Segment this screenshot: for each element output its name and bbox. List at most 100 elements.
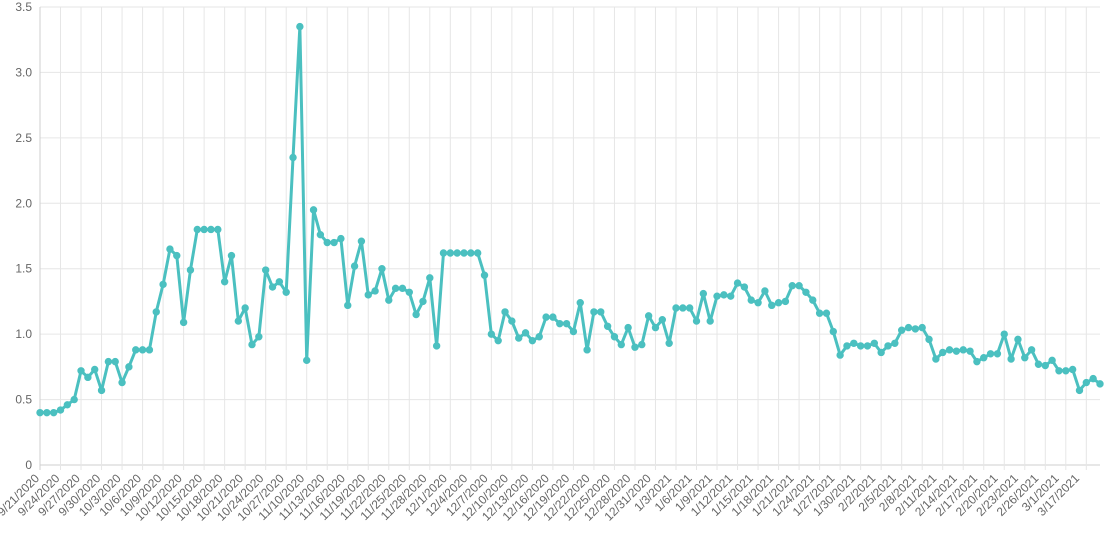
- data-point[interactable]: [959, 346, 967, 354]
- data-point[interactable]: [952, 347, 961, 355]
- data-point[interactable]: [152, 308, 160, 316]
- data-point[interactable]: [323, 238, 331, 247]
- data-point[interactable]: [1068, 365, 1077, 374]
- data-point[interactable]: [795, 282, 803, 290]
- data-point[interactable]: [1000, 330, 1008, 338]
- data-point[interactable]: [781, 297, 790, 306]
- data-point[interactable]: [590, 308, 598, 316]
- data-point[interactable]: [610, 333, 619, 341]
- data-point[interactable]: [863, 342, 872, 350]
- data-point[interactable]: [330, 238, 338, 247]
- data-point[interactable]: [159, 280, 167, 289]
- data-point[interactable]: [884, 342, 892, 350]
- data-point[interactable]: [1014, 335, 1022, 344]
- data-point[interactable]: [822, 309, 831, 317]
- data-point[interactable]: [644, 312, 653, 320]
- data-point[interactable]: [829, 327, 837, 336]
- data-point[interactable]: [432, 342, 441, 350]
- data-point[interactable]: [836, 351, 844, 359]
- data-point[interactable]: [118, 378, 126, 387]
- data-point[interactable]: [658, 316, 667, 324]
- data-point[interactable]: [986, 350, 995, 358]
- data-point[interactable]: [638, 340, 646, 349]
- data-point[interactable]: [357, 237, 366, 245]
- data-point[interactable]: [815, 309, 824, 317]
- data-point[interactable]: [843, 342, 851, 350]
- data-point[interactable]: [405, 288, 413, 296]
- data-point[interactable]: [371, 287, 379, 295]
- data-point[interactable]: [138, 346, 147, 354]
- data-point[interactable]: [166, 245, 174, 253]
- data-point[interactable]: [446, 249, 455, 257]
- data-point[interactable]: [385, 296, 393, 304]
- data-point[interactable]: [186, 266, 195, 274]
- data-point[interactable]: [1041, 361, 1049, 370]
- data-point[interactable]: [562, 319, 571, 328]
- data-point[interactable]: [617, 340, 625, 349]
- data-point[interactable]: [904, 323, 913, 332]
- data-point[interactable]: [214, 225, 222, 234]
- data-point[interactable]: [966, 347, 974, 355]
- data-point[interactable]: [528, 336, 537, 345]
- data-point[interactable]: [583, 346, 591, 354]
- data-point[interactable]: [624, 323, 632, 332]
- data-point[interactable]: [460, 249, 468, 257]
- data-point[interactable]: [1089, 374, 1097, 383]
- data-point[interactable]: [391, 284, 400, 293]
- data-point[interactable]: [56, 406, 65, 414]
- data-point[interactable]: [487, 330, 496, 338]
- data-point[interactable]: [193, 225, 201, 234]
- data-point[interactable]: [768, 301, 776, 310]
- data-point[interactable]: [173, 251, 181, 260]
- data-point[interactable]: [870, 339, 879, 348]
- data-point[interactable]: [679, 304, 687, 312]
- data-point[interactable]: [248, 340, 256, 349]
- data-point[interactable]: [925, 335, 933, 344]
- data-point[interactable]: [973, 357, 981, 366]
- data-point[interactable]: [665, 339, 673, 348]
- data-point[interactable]: [774, 299, 783, 307]
- data-point[interactable]: [289, 153, 297, 162]
- data-point[interactable]: [398, 284, 407, 293]
- data-point[interactable]: [419, 297, 427, 306]
- data-point[interactable]: [918, 323, 926, 332]
- data-point[interactable]: [850, 339, 858, 348]
- data-point[interactable]: [713, 292, 721, 300]
- data-point[interactable]: [337, 234, 345, 243]
- data-point[interactable]: [515, 334, 523, 342]
- data-point[interactable]: [672, 304, 680, 312]
- data-point[interactable]: [911, 325, 920, 333]
- data-point[interactable]: [706, 317, 714, 325]
- data-point[interactable]: [720, 291, 728, 299]
- data-point[interactable]: [1082, 378, 1091, 387]
- data-point[interactable]: [439, 249, 448, 257]
- data-point[interactable]: [603, 322, 612, 330]
- data-point[interactable]: [412, 310, 420, 319]
- data-point[interactable]: [651, 323, 660, 332]
- data-point[interactable]: [227, 251, 236, 260]
- data-point[interactable]: [364, 291, 372, 299]
- data-point[interactable]: [727, 292, 735, 300]
- data-point[interactable]: [809, 296, 817, 304]
- data-point[interactable]: [350, 262, 359, 270]
- data-point[interactable]: [296, 22, 304, 31]
- data-point[interactable]: [316, 230, 325, 239]
- data-point[interactable]: [891, 339, 899, 348]
- data-point[interactable]: [261, 266, 270, 274]
- data-point[interactable]: [856, 342, 865, 350]
- data-point[interactable]: [241, 304, 249, 312]
- data-point[interactable]: [761, 287, 769, 295]
- data-point[interactable]: [104, 357, 113, 366]
- data-point[interactable]: [282, 288, 290, 296]
- data-point[interactable]: [535, 333, 543, 341]
- data-point[interactable]: [494, 336, 502, 345]
- data-point[interactable]: [699, 289, 708, 298]
- data-point[interactable]: [754, 299, 762, 307]
- data-point[interactable]: [77, 367, 85, 375]
- data-point[interactable]: [1034, 360, 1043, 368]
- data-point[interactable]: [91, 365, 99, 374]
- data-point[interactable]: [939, 348, 947, 357]
- data-point[interactable]: [897, 326, 906, 334]
- data-point[interactable]: [685, 304, 694, 312]
- data-point[interactable]: [43, 408, 51, 417]
